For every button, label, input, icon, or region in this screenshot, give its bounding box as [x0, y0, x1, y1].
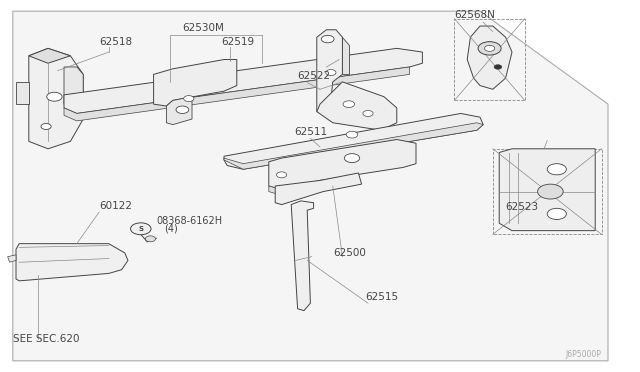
- Polygon shape: [317, 82, 397, 130]
- Polygon shape: [64, 48, 422, 113]
- Circle shape: [184, 96, 194, 102]
- Polygon shape: [269, 140, 416, 190]
- Text: S: S: [138, 226, 143, 232]
- Polygon shape: [342, 37, 349, 74]
- Polygon shape: [269, 180, 320, 195]
- Polygon shape: [467, 26, 512, 89]
- Text: J6P5000P: J6P5000P: [566, 350, 602, 359]
- Circle shape: [276, 172, 287, 178]
- Polygon shape: [224, 123, 483, 169]
- Text: SEE SEC.620: SEE SEC.620: [13, 334, 79, 344]
- Circle shape: [343, 101, 355, 108]
- Circle shape: [131, 223, 151, 235]
- Circle shape: [494, 65, 502, 69]
- Text: 62522: 62522: [298, 71, 331, 81]
- Polygon shape: [275, 173, 362, 205]
- Polygon shape: [291, 201, 314, 311]
- Polygon shape: [499, 149, 595, 231]
- Text: 62519: 62519: [221, 36, 254, 46]
- Polygon shape: [13, 11, 608, 361]
- Polygon shape: [224, 113, 483, 169]
- Text: 08368-6162H: 08368-6162H: [157, 216, 223, 226]
- Circle shape: [145, 236, 156, 242]
- Polygon shape: [16, 82, 29, 104]
- Polygon shape: [154, 60, 237, 106]
- Polygon shape: [317, 30, 342, 112]
- Circle shape: [321, 35, 334, 43]
- Text: 62511: 62511: [294, 127, 328, 137]
- Circle shape: [176, 106, 189, 113]
- Polygon shape: [29, 48, 70, 63]
- Text: 62518: 62518: [99, 36, 132, 46]
- Text: 62530M: 62530M: [182, 23, 224, 33]
- Text: (4): (4): [164, 224, 178, 234]
- Circle shape: [344, 154, 360, 163]
- Circle shape: [478, 42, 501, 55]
- Circle shape: [47, 92, 62, 101]
- Circle shape: [41, 124, 51, 129]
- Text: 62515: 62515: [365, 292, 398, 302]
- Circle shape: [326, 70, 336, 76]
- Polygon shape: [166, 97, 192, 125]
- Circle shape: [346, 131, 358, 138]
- Text: 62523: 62523: [506, 202, 539, 212]
- Text: 62568N: 62568N: [454, 10, 495, 20]
- Circle shape: [538, 184, 563, 199]
- Circle shape: [484, 45, 495, 51]
- Polygon shape: [8, 255, 16, 262]
- Circle shape: [547, 208, 566, 219]
- Polygon shape: [29, 48, 83, 149]
- Text: 60122: 60122: [99, 201, 132, 211]
- Text: 62500: 62500: [333, 248, 365, 258]
- Polygon shape: [16, 244, 128, 281]
- Polygon shape: [64, 67, 410, 121]
- Circle shape: [363, 110, 373, 116]
- Circle shape: [547, 164, 566, 175]
- Polygon shape: [64, 67, 83, 112]
